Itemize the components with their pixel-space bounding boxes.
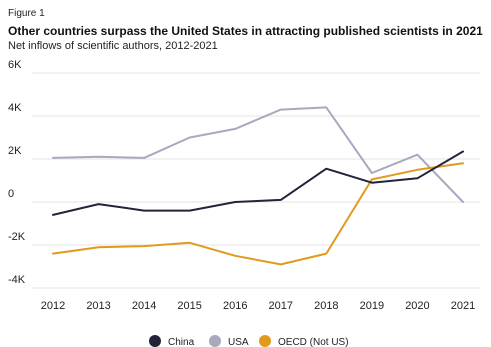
legend-label-oecd-not-us: OECD (Not US) (278, 337, 349, 347)
x-tick-label: 2018 (314, 300, 338, 312)
x-tick-label: 2015 (177, 300, 201, 312)
y-tick-label: 6K (8, 59, 22, 71)
y-tick-label: -2K (8, 231, 26, 243)
legend-marker-china (149, 335, 161, 347)
y-tick-label: 0 (8, 188, 14, 200)
y-tick-label: -4K (8, 274, 26, 286)
figure-label: Figure 1 (8, 8, 45, 19)
x-tick-label: 2014 (132, 300, 156, 312)
x-tick-label: 2021 (451, 300, 475, 312)
series-line-usa (52, 106, 464, 203)
legend-marker-usa (209, 335, 221, 347)
y-tick-label: 2K (8, 145, 22, 157)
y-tick-label: 4K (8, 102, 22, 114)
legend-label-china: China (168, 337, 195, 347)
x-tick-label: 2020 (405, 300, 429, 312)
chart-subtitle: Net inflows of scientific authors, 2012-… (8, 40, 218, 52)
series-lines (52, 106, 464, 266)
x-tick-label: 2016 (223, 300, 247, 312)
x-tick-label: 2017 (269, 300, 293, 312)
grid-lines (32, 72, 480, 289)
x-tick-label: 2019 (360, 300, 384, 312)
x-axis-ticks: 2012 2013 2014 2015 2016 2017 2018 2019 2020 2021 (41, 300, 475, 312)
x-tick-label: 2012 (41, 300, 65, 312)
x-tick-label: 2013 (86, 300, 110, 312)
series-line-china (52, 150, 464, 216)
legend: China USA OECD (Not US) (149, 335, 349, 347)
legend-label-usa: USA (228, 337, 249, 347)
chart-title: Other countries surpass the United State… (8, 24, 483, 38)
series-line-oecd-not-us (52, 162, 464, 266)
legend-marker-oecd-not-us (259, 335, 271, 347)
y-axis-ticks: 6K 4K 2K 0 -2K -4K (8, 59, 26, 286)
